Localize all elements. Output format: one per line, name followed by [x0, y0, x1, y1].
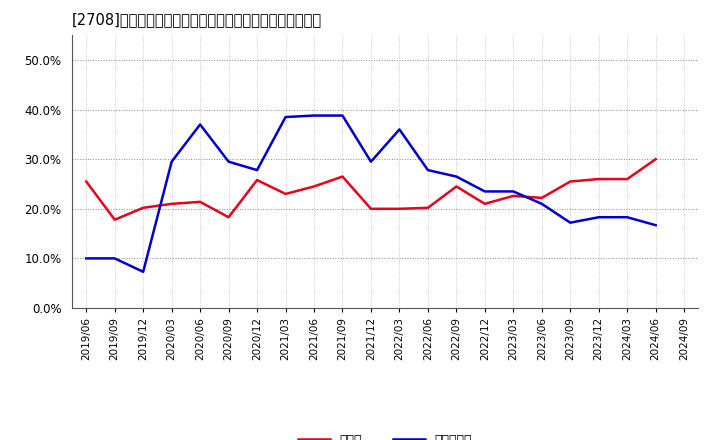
Line: 有利子負債: 有利子負債	[86, 116, 656, 272]
現顔金	[366, 206, 375, 212]
Text: [2708]　現顔金、有利子負債の総資産に対する比率の推移: [2708] 現顔金、有利子負債の総資産に対する比率の推移	[72, 12, 322, 27]
有利子負債	[310, 113, 318, 118]
現顔金	[338, 174, 347, 179]
有利子負債	[225, 159, 233, 164]
有利子負債	[253, 168, 261, 173]
有利子負債	[452, 174, 461, 179]
有利子負債	[110, 256, 119, 261]
現顔金	[480, 201, 489, 206]
現顔金	[423, 205, 432, 210]
有利子負債	[652, 223, 660, 228]
有利子負債	[167, 159, 176, 164]
現顔金	[82, 179, 91, 184]
現顔金	[196, 199, 204, 205]
現顔金	[566, 179, 575, 184]
現顔金	[623, 176, 631, 182]
現顔金	[225, 215, 233, 220]
現顔金	[167, 201, 176, 206]
有利子負債	[139, 269, 148, 275]
現顔金	[139, 205, 148, 210]
有利子負債	[537, 201, 546, 206]
現顔金	[652, 157, 660, 162]
現顔金	[253, 177, 261, 183]
現顔金	[110, 217, 119, 222]
有利子負債	[338, 113, 347, 118]
有利子負債	[366, 159, 375, 164]
Line: 現顔金: 現顔金	[86, 159, 656, 220]
有利子負債	[509, 189, 518, 194]
有利子負債	[395, 127, 404, 132]
有利子負債	[282, 114, 290, 120]
有利子負債	[623, 215, 631, 220]
有利子負債	[423, 168, 432, 173]
現顔金	[282, 191, 290, 197]
Legend: 現顔金, 有利子負債: 現顔金, 有利子負債	[293, 429, 477, 440]
現顔金	[595, 176, 603, 182]
有利子負債	[566, 220, 575, 225]
現顔金	[537, 195, 546, 201]
有利子負債	[480, 189, 489, 194]
現顔金	[452, 184, 461, 189]
有利子負債	[196, 122, 204, 127]
有利子負債	[595, 215, 603, 220]
現顔金	[310, 184, 318, 189]
有利子負債	[82, 256, 91, 261]
現顔金	[509, 193, 518, 198]
現顔金	[395, 206, 404, 212]
